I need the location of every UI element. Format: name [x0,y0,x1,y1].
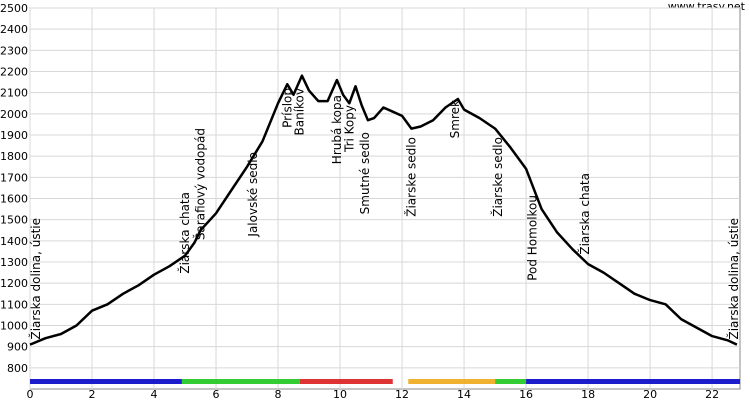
waypoint-label: Hrubá kopa [330,95,344,164]
waypoint-label: Žiarske sedlo [490,137,505,217]
waypoint-label: Smrek [448,100,462,138]
trail-segment [299,379,393,384]
y-tick-label: 2400 [0,23,28,36]
waypoint-label: Tri Kopy [342,105,356,153]
trail-segment [181,379,300,384]
x-tick-label: 2 [89,388,96,400]
waypoint-label: Šarafiový vodopád [193,128,208,240]
y-tick-label: 800 [7,362,28,375]
waypoint-label: Jalovské sedlo [246,152,260,238]
y-tick-label: 2000 [0,108,28,121]
waypoint-label: Žiarska chata [577,173,592,255]
y-tick-label: 1300 [0,256,28,269]
waypoint-label: Žiarske sedlo [403,137,418,217]
x-tick-label: 12 [395,388,409,400]
y-tick-label: 1600 [0,193,28,206]
y-tick-label: 1400 [0,235,28,248]
y-tick-label: 1100 [0,298,28,311]
y-tick-label: 1500 [0,214,28,227]
x-tick-label: 4 [151,388,158,400]
y-tick-label: 1700 [0,171,28,184]
y-tick-label: 1800 [0,150,28,163]
waypoint-label: Žiarska dolina, ústie [726,218,741,340]
y-tick-label: 1200 [0,277,28,290]
x-tick-label: 22 [705,388,719,400]
waypoint-label: Smutné sedlo [358,132,372,214]
waypoint-label: Príslop [280,88,294,128]
x-tick-label: 6 [213,388,220,400]
x-tick-label: 14 [457,388,471,400]
x-tick-label: 8 [275,388,282,400]
x-tick-label: 20 [643,388,657,400]
trail-segment [30,379,182,384]
waypoint-label: Žiarska dolina, ústie [28,218,43,340]
y-tick-label: 1900 [0,129,28,142]
y-tick-label: 2200 [0,66,28,79]
waypoint-label: Baníkov [293,88,307,136]
x-tick-label: 18 [581,388,595,400]
x-tick-label: 16 [519,388,533,400]
y-tick-label: 2300 [0,44,28,57]
elevation-line [29,74,738,346]
waypoint-label: Pod Homolkou [525,195,539,281]
y-tick-label: 2100 [0,87,28,100]
x-tick-label: 0 [27,388,34,400]
y-tick-label: 1000 [0,320,28,333]
waypoint-label: Žiarska chata [177,192,192,274]
y-tick-label: 2500 [0,2,28,15]
trail-segment [495,379,527,384]
trail-segment [408,379,496,384]
y-tick-label: 900 [7,341,28,354]
trail-segment [526,379,740,384]
x-tick-label: 10 [333,388,347,400]
